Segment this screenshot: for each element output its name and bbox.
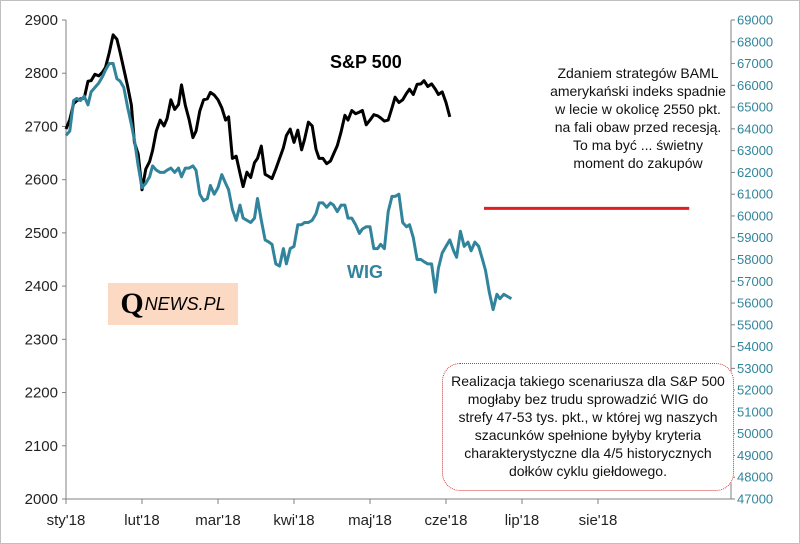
x-tick-label: mar'18: [195, 512, 240, 529]
y-right-tick-label: 47000: [737, 492, 773, 507]
y-right-tick-label: 63000: [737, 143, 773, 158]
x-tick-label: sie'18: [579, 512, 618, 529]
qnews-logo: Q NEWS.PL: [108, 283, 238, 325]
logo-text: NEWS.PL: [144, 293, 226, 314]
sp500-series-label: S&P 500: [330, 52, 402, 72]
x-tick-label: cze'18: [425, 512, 468, 529]
wig-scenario-note: Realizacja takiego scenariusza dla S&P 5…: [442, 363, 734, 491]
y-right-tick-label: 49000: [737, 448, 773, 463]
y-right-tick-label: 68000: [737, 34, 773, 49]
y-left-tick-label: 2800: [25, 65, 58, 82]
x-tick-label: kwi'18: [273, 512, 314, 529]
x-tick-label: maj'18: [348, 512, 392, 529]
wig-series-label: WIG: [347, 262, 383, 282]
logo-letter-q: Q: [120, 287, 144, 320]
sp500-line: [64, 33, 452, 192]
y-right-tick-label: 51000: [737, 404, 773, 419]
y-left-tick-label: 2100: [25, 438, 58, 455]
y-right-tick-label: 59000: [737, 230, 773, 245]
y-right-tick-label: 64000: [737, 121, 773, 136]
y-left-tick-label: 2600: [25, 172, 58, 189]
y-right-tick-label: 53000: [737, 361, 773, 376]
y-right-tick-label: 60000: [737, 208, 773, 223]
y-right-tick-label: 67000: [737, 56, 773, 71]
y-right-tick-label: 48000: [737, 470, 773, 485]
x-tick-label: lip'18: [505, 512, 540, 529]
y-left-tick-label: 2000: [25, 491, 58, 508]
y-right-tick-label: 56000: [737, 296, 773, 311]
y-left-tick-label: 2500: [25, 225, 58, 242]
wig-line: [64, 62, 513, 312]
y-right-tick-label: 66000: [737, 78, 773, 93]
y-right-tick-label: 61000: [737, 187, 773, 202]
y-right-tick-label: 58000: [737, 252, 773, 267]
y-right-tick-label: 54000: [737, 339, 773, 354]
x-tick-label: sty'18: [47, 512, 86, 529]
y-left-tick-label: 2200: [25, 385, 58, 402]
y-left-tick-label: 2300: [25, 331, 58, 348]
y-right-tick-label: 57000: [737, 274, 773, 289]
y-left-tick-label: 2400: [25, 278, 58, 295]
y-right-tick-label: 69000: [737, 13, 773, 28]
y-right-tick-label: 62000: [737, 165, 773, 180]
y-right-tick-label: 55000: [737, 317, 773, 332]
y-right-tick-label: 50000: [737, 426, 773, 441]
y-left-tick-label: 2700: [25, 118, 58, 135]
y-right-tick-label: 65000: [737, 100, 773, 115]
x-tick-label: lut'18: [124, 512, 159, 529]
y-right-tick-label: 52000: [737, 383, 773, 398]
baml-forecast-note: Zdaniem strategów BAML amerykański indek…: [550, 65, 726, 171]
y-left-tick-label: 2900: [25, 12, 58, 29]
